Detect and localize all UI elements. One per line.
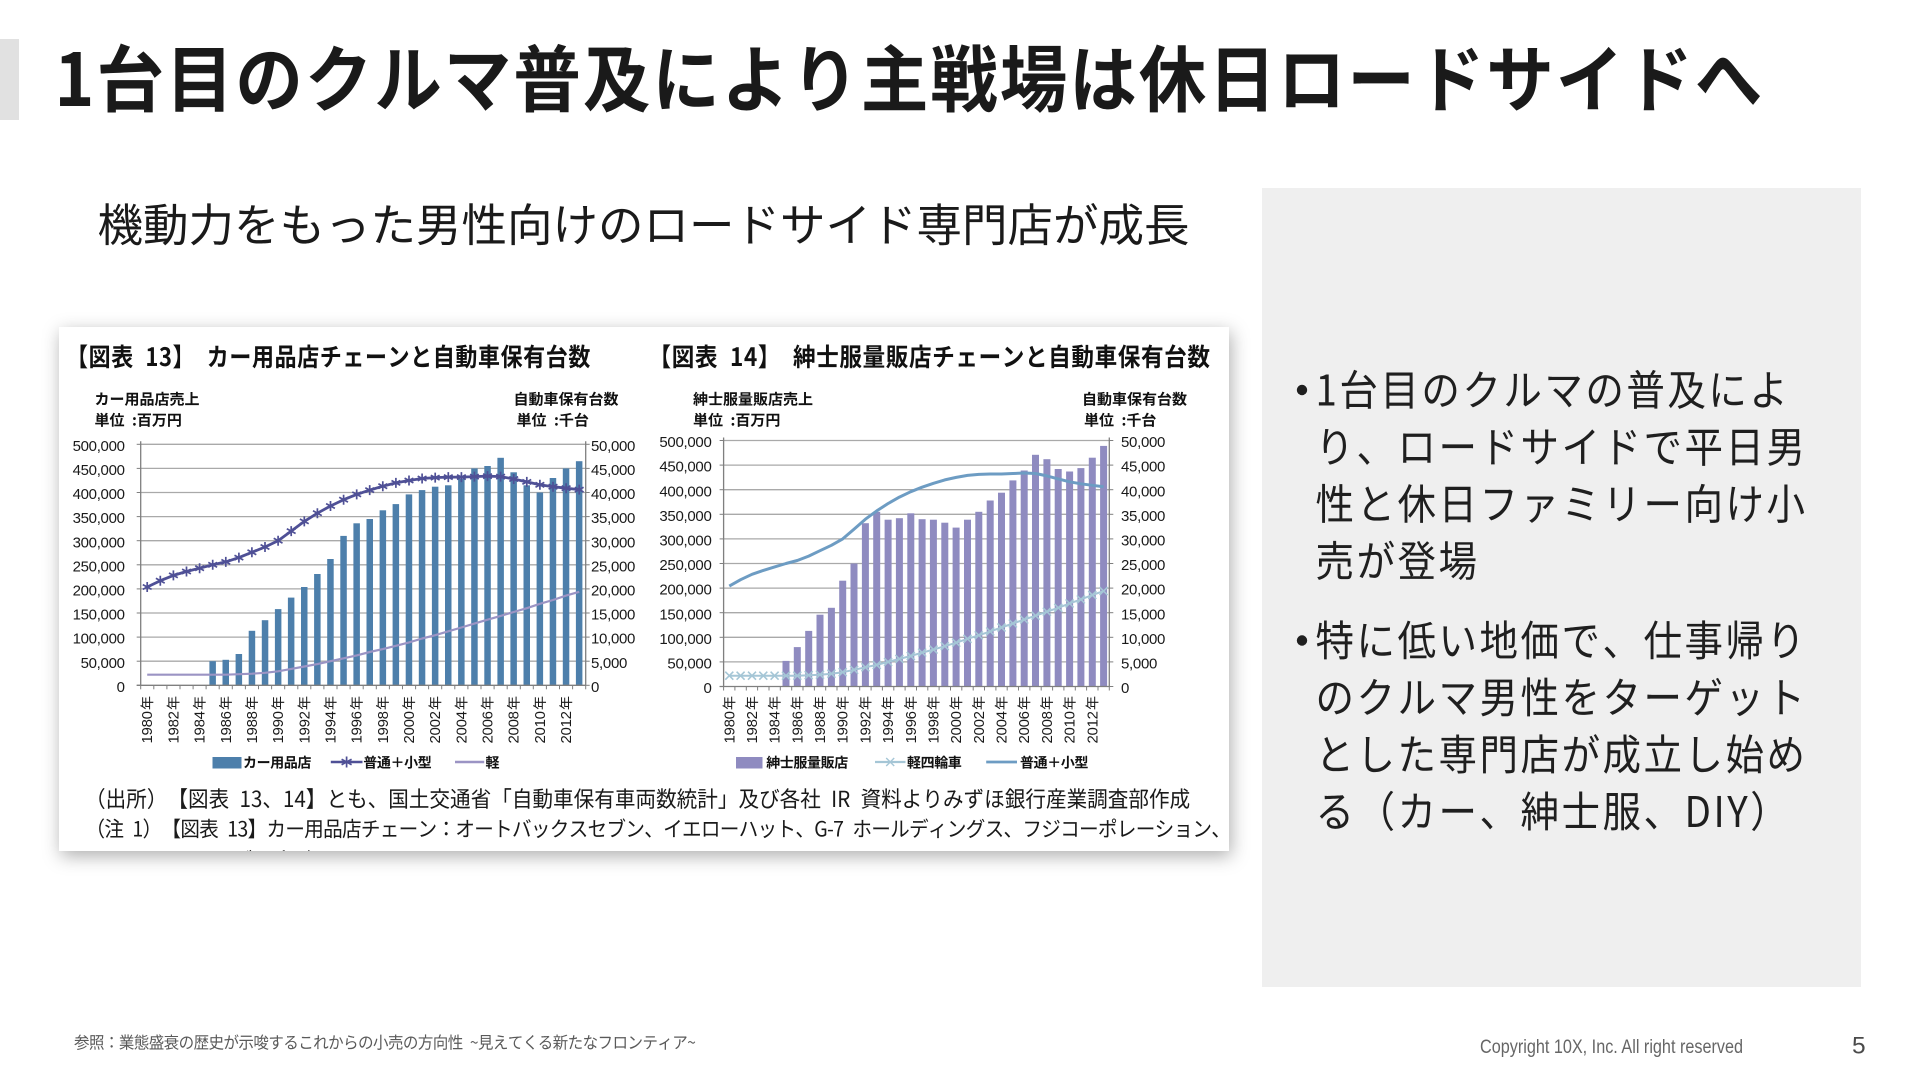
svg-text:1980: 1980 bbox=[721, 711, 738, 743]
svg-text:1998: 1998 bbox=[926, 711, 943, 743]
svg-text:1984: 1984 bbox=[192, 711, 209, 743]
svg-text:400,000: 400,000 bbox=[73, 486, 125, 503]
svg-text:1982: 1982 bbox=[744, 711, 761, 743]
svg-text:1980: 1980 bbox=[139, 711, 156, 743]
svg-text:35,000: 35,000 bbox=[1121, 508, 1165, 525]
svg-text:100,000: 100,000 bbox=[73, 631, 125, 648]
svg-text:2010: 2010 bbox=[532, 711, 549, 743]
svg-text:Copyright 10X, Inc. All right: Copyright 10X, Inc. All right reserved bbox=[1480, 1036, 1743, 1058]
svg-text:2004: 2004 bbox=[994, 711, 1011, 743]
svg-text:15,000: 15,000 bbox=[591, 607, 635, 624]
svg-text:1994: 1994 bbox=[323, 711, 340, 743]
svg-text:2006: 2006 bbox=[480, 711, 497, 743]
svg-text:1982: 1982 bbox=[165, 711, 182, 743]
svg-text:30,000: 30,000 bbox=[591, 534, 635, 551]
svg-text:500,000: 500,000 bbox=[659, 434, 711, 451]
svg-text:15,000: 15,000 bbox=[1121, 606, 1165, 623]
svg-text:1986: 1986 bbox=[789, 711, 806, 743]
svg-text:1996: 1996 bbox=[903, 711, 920, 743]
svg-text:2002: 2002 bbox=[971, 711, 988, 743]
svg-text:400,000: 400,000 bbox=[659, 483, 711, 500]
svg-text:200,000: 200,000 bbox=[73, 583, 125, 600]
svg-text:20,000: 20,000 bbox=[1121, 582, 1165, 599]
svg-text:1996: 1996 bbox=[349, 711, 366, 743]
svg-text:5,000: 5,000 bbox=[1121, 656, 1157, 673]
svg-text:40,000: 40,000 bbox=[1121, 483, 1165, 500]
svg-text:25,000: 25,000 bbox=[591, 558, 635, 575]
svg-text:350,000: 350,000 bbox=[659, 508, 711, 525]
svg-text:10,000: 10,000 bbox=[1121, 631, 1165, 648]
svg-text:0: 0 bbox=[1121, 680, 1129, 697]
svg-text:45,000: 45,000 bbox=[591, 462, 635, 479]
svg-text:2008: 2008 bbox=[506, 711, 523, 743]
svg-text:1994: 1994 bbox=[880, 711, 897, 743]
svg-text:2006: 2006 bbox=[1016, 711, 1033, 743]
svg-text:250,000: 250,000 bbox=[73, 558, 125, 575]
svg-text:45,000: 45,000 bbox=[1121, 459, 1165, 476]
svg-text:1990: 1990 bbox=[835, 711, 852, 743]
svg-text:0: 0 bbox=[591, 679, 599, 696]
svg-text:2008: 2008 bbox=[1039, 711, 1056, 743]
svg-text:150,000: 150,000 bbox=[73, 607, 125, 624]
svg-text:1990: 1990 bbox=[270, 711, 287, 743]
svg-text:100,000: 100,000 bbox=[659, 631, 711, 648]
svg-text:500,000: 500,000 bbox=[73, 438, 125, 455]
svg-text:450,000: 450,000 bbox=[73, 462, 125, 479]
svg-text:1992: 1992 bbox=[857, 711, 874, 743]
svg-text:0: 0 bbox=[703, 680, 711, 697]
svg-text:50,000: 50,000 bbox=[81, 655, 125, 672]
svg-text:10,000: 10,000 bbox=[591, 631, 635, 648]
svg-text:2012: 2012 bbox=[558, 711, 575, 743]
svg-text:30,000: 30,000 bbox=[1121, 533, 1165, 550]
svg-text:2000: 2000 bbox=[948, 711, 965, 743]
svg-text:1988: 1988 bbox=[244, 711, 261, 743]
svg-text:2010: 2010 bbox=[1062, 711, 1079, 743]
svg-text:2002: 2002 bbox=[427, 711, 444, 743]
svg-text:50,000: 50,000 bbox=[1121, 434, 1165, 451]
svg-text:25,000: 25,000 bbox=[1121, 557, 1165, 574]
svg-text:5,000: 5,000 bbox=[591, 655, 627, 672]
svg-text:2012: 2012 bbox=[1084, 711, 1101, 743]
svg-text:250,000: 250,000 bbox=[659, 557, 711, 574]
svg-text:40,000: 40,000 bbox=[591, 486, 635, 503]
svg-text:20,000: 20,000 bbox=[591, 583, 635, 600]
svg-text:50,000: 50,000 bbox=[591, 438, 635, 455]
svg-text:450,000: 450,000 bbox=[659, 459, 711, 476]
svg-text:200,000: 200,000 bbox=[659, 582, 711, 599]
svg-text:1984: 1984 bbox=[767, 711, 784, 743]
svg-text:50,000: 50,000 bbox=[667, 656, 711, 673]
svg-text:150,000: 150,000 bbox=[659, 606, 711, 623]
svg-text:1988: 1988 bbox=[812, 711, 829, 743]
svg-text:35,000: 35,000 bbox=[591, 510, 635, 527]
svg-text:300,000: 300,000 bbox=[73, 534, 125, 551]
svg-text:1986: 1986 bbox=[218, 711, 235, 743]
svg-text:1998: 1998 bbox=[375, 711, 392, 743]
svg-text:350,000: 350,000 bbox=[73, 510, 125, 527]
svg-text:5: 5 bbox=[1852, 1033, 1866, 1060]
svg-text:1992: 1992 bbox=[296, 711, 313, 743]
svg-text:2004: 2004 bbox=[453, 711, 470, 743]
svg-text:300,000: 300,000 bbox=[659, 533, 711, 550]
svg-text:0: 0 bbox=[117, 679, 125, 696]
svg-text:2000: 2000 bbox=[401, 711, 418, 743]
